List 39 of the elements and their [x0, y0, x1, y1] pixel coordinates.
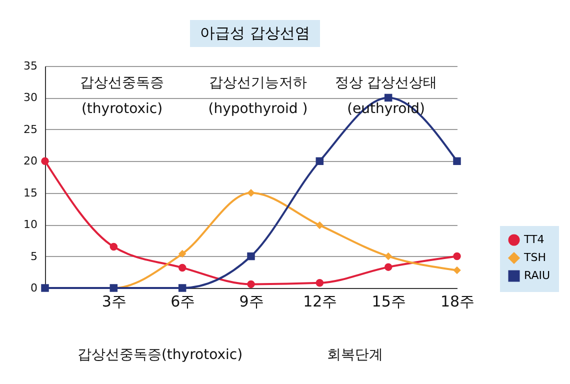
point [453, 157, 461, 166]
x-tick-label: 3주 [102, 292, 126, 310]
legend-label: TSH [523, 251, 546, 264]
point [178, 250, 186, 258]
point [178, 264, 186, 272]
y-tick-label: 30 [24, 91, 38, 104]
point [247, 188, 255, 197]
point [247, 280, 255, 288]
annotation: 갑상선중독증 (thyrotoxic) [80, 74, 164, 119]
x-tick-label: 6주 [170, 292, 196, 310]
point [316, 221, 324, 230]
point [384, 263, 392, 271]
text: 회복단계 [327, 346, 383, 365]
point [384, 94, 392, 102]
x-tick-label: 12주 [303, 292, 338, 310]
point [178, 284, 186, 292]
legend-label: TT4 [523, 233, 544, 246]
y-tick-label: 20 [24, 154, 38, 168]
x-tick-label: 18주 [440, 292, 475, 310]
chart-title: 아급성 갑상선염 [190, 20, 320, 47]
point [384, 252, 392, 260]
point [453, 266, 461, 274]
text: 갑상선중독증(thyrotoxic) [77, 346, 243, 365]
x-tick-label: 15주 [372, 292, 406, 310]
legend-label: RAIU [524, 269, 550, 282]
y-tick-label: 15 [24, 186, 38, 200]
point [110, 242, 118, 251]
y-tick-label: 0 [30, 282, 38, 294]
y-tick-label: 10 [24, 218, 38, 232]
annotation: 갑상선기능저하 (hypothyroid ) [208, 74, 308, 119]
point [247, 252, 255, 260]
point [41, 157, 49, 166]
y-tick-label: 35 [24, 60, 38, 72]
point [316, 157, 324, 166]
x-tick-label: 9주 [239, 292, 264, 310]
y-tick-label: 25 [24, 122, 38, 136]
point [453, 252, 461, 260]
point [316, 279, 324, 287]
y-tick-label: 5 [30, 250, 38, 263]
